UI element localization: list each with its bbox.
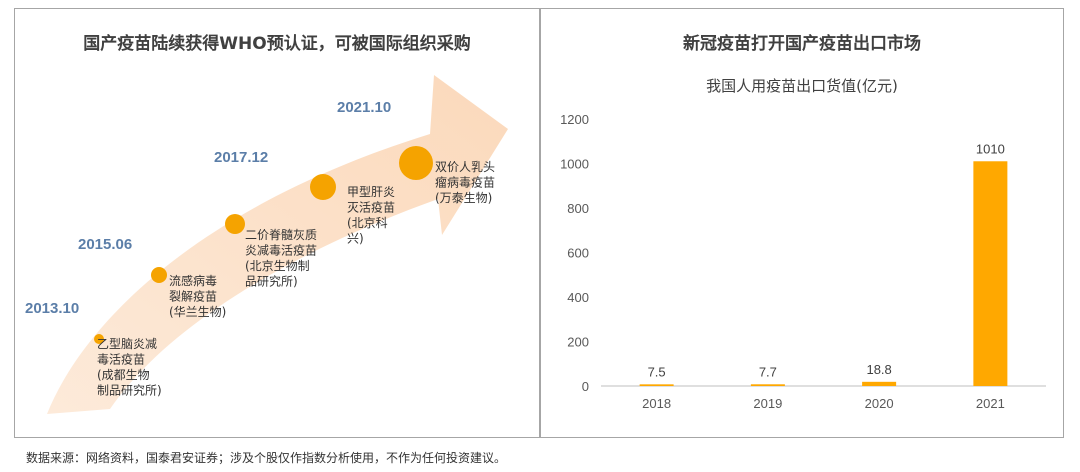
timeline-arrow (47, 75, 508, 414)
milestone-label-line: (万泰生物) (435, 191, 492, 205)
milestone-label: 双价人乳头瘤病毒疫苗(万泰生物) (435, 160, 495, 205)
milestone-year: 2017.12 (214, 149, 268, 166)
milestone-label: 流感病毒裂解疫苗(华兰生物) (169, 273, 226, 319)
milestone-dot (399, 146, 433, 180)
milestone-label-line: 流感病毒 (169, 273, 217, 288)
y-tick-label: 0 (582, 379, 589, 394)
milestone-label-line: 灭活疫苗 (347, 200, 395, 215)
y-tick-label: 600 (567, 246, 589, 261)
timeline-panel: 国产疫苗陆续获得WHO预认证，可被国际组织采购 2013.10 乙型脑炎减毒活疫苗… (14, 8, 540, 438)
bar-2020 (862, 381, 897, 386)
x-tick-label: 2021 (976, 396, 1005, 411)
milestone-dot (94, 334, 104, 344)
milestone-label-line: 品研究所) (245, 274, 298, 289)
chart-panel-title: 新冠疫苗打开国产疫苗出口市场 (683, 34, 921, 54)
data-source-note: 数据来源：网络资料，国泰君安证券；涉及个股仅作指数分析使用，不作为任何投资建议。 (26, 451, 507, 465)
milestone-label-line: 裂解疫苗 (169, 289, 217, 304)
y-tick-label: 1200 (560, 112, 589, 127)
milestone-label-line: (北京生物制 (245, 259, 310, 273)
milestone-year: 2013.10 (25, 300, 79, 317)
y-tick-label: 800 (567, 201, 589, 216)
milestone-label-line: 二价脊髓灰质 (245, 228, 317, 242)
chart-panel: 新冠疫苗打开国产疫苗出口市场 我国人用疫苗出口货值(亿元) 0 200 400 600… (540, 8, 1064, 438)
bar-2018 (639, 384, 674, 386)
data-label: 7.7 (759, 364, 777, 379)
data-label: 1010 (976, 141, 1005, 156)
milestone-dot (225, 214, 245, 234)
bar-2021 (973, 161, 1008, 386)
milestone-year: 2015.06 (78, 236, 132, 253)
milestone-dot (310, 174, 336, 200)
timeline-title: 国产疫苗陆续获得WHO预认证，可被国际组织采购 (83, 34, 471, 54)
data-label: 18.8 (866, 362, 891, 377)
milestone-label-line: 甲型肝炎 (347, 185, 395, 199)
bar-2019 (750, 384, 785, 386)
bar-chart: 0 200 400 600 800 1000 1200 7.5 2018 7.7 2019 18.8 2… (560, 112, 1046, 411)
milestone-label-line: 瘤病毒疫苗 (435, 175, 495, 190)
milestone-label-line: 炎减毒活疫苗 (245, 243, 317, 258)
timeline-graphic: 2013.10 乙型脑炎减毒活疫苗(成都生物制品研究所) 2015.06 流感病毒裂解… (25, 75, 508, 414)
milestone-dot (151, 267, 167, 283)
milestone-label-line: 兴) (347, 232, 364, 246)
x-tick-label: 2018 (642, 396, 671, 411)
milestone-label-line: 毒活疫苗 (97, 352, 145, 367)
milestone-label: 甲型肝炎灭活疫苗(北京科兴) (347, 185, 395, 246)
y-tick-label: 1000 (560, 157, 589, 172)
milestone-label-line: (成都生物 (97, 368, 150, 382)
milestone-label-line: (华兰生物) (169, 305, 226, 319)
milestone-label-line: 乙型脑炎减 (97, 337, 157, 351)
x-tick-label: 2019 (753, 396, 782, 411)
milestone-label-line: (北京科 (347, 216, 388, 230)
data-label: 7.5 (648, 364, 666, 379)
y-tick-label: 200 (567, 335, 589, 350)
y-tick-label: 400 (567, 290, 589, 305)
x-tick-label: 2020 (865, 396, 894, 411)
milestone-label-line: 双价人乳头 (435, 160, 495, 174)
milestone-label: 乙型脑炎减毒活疫苗(成都生物制品研究所) (97, 337, 162, 398)
milestone-label: 二价脊髓灰质炎减毒活疫苗(北京生物制品研究所) (245, 228, 317, 289)
chart-title: 我国人用疫苗出口货值(亿元) (706, 77, 898, 95)
milestone-label-line: 制品研究所) (97, 383, 162, 398)
milestone-year: 2021.10 (337, 99, 391, 116)
